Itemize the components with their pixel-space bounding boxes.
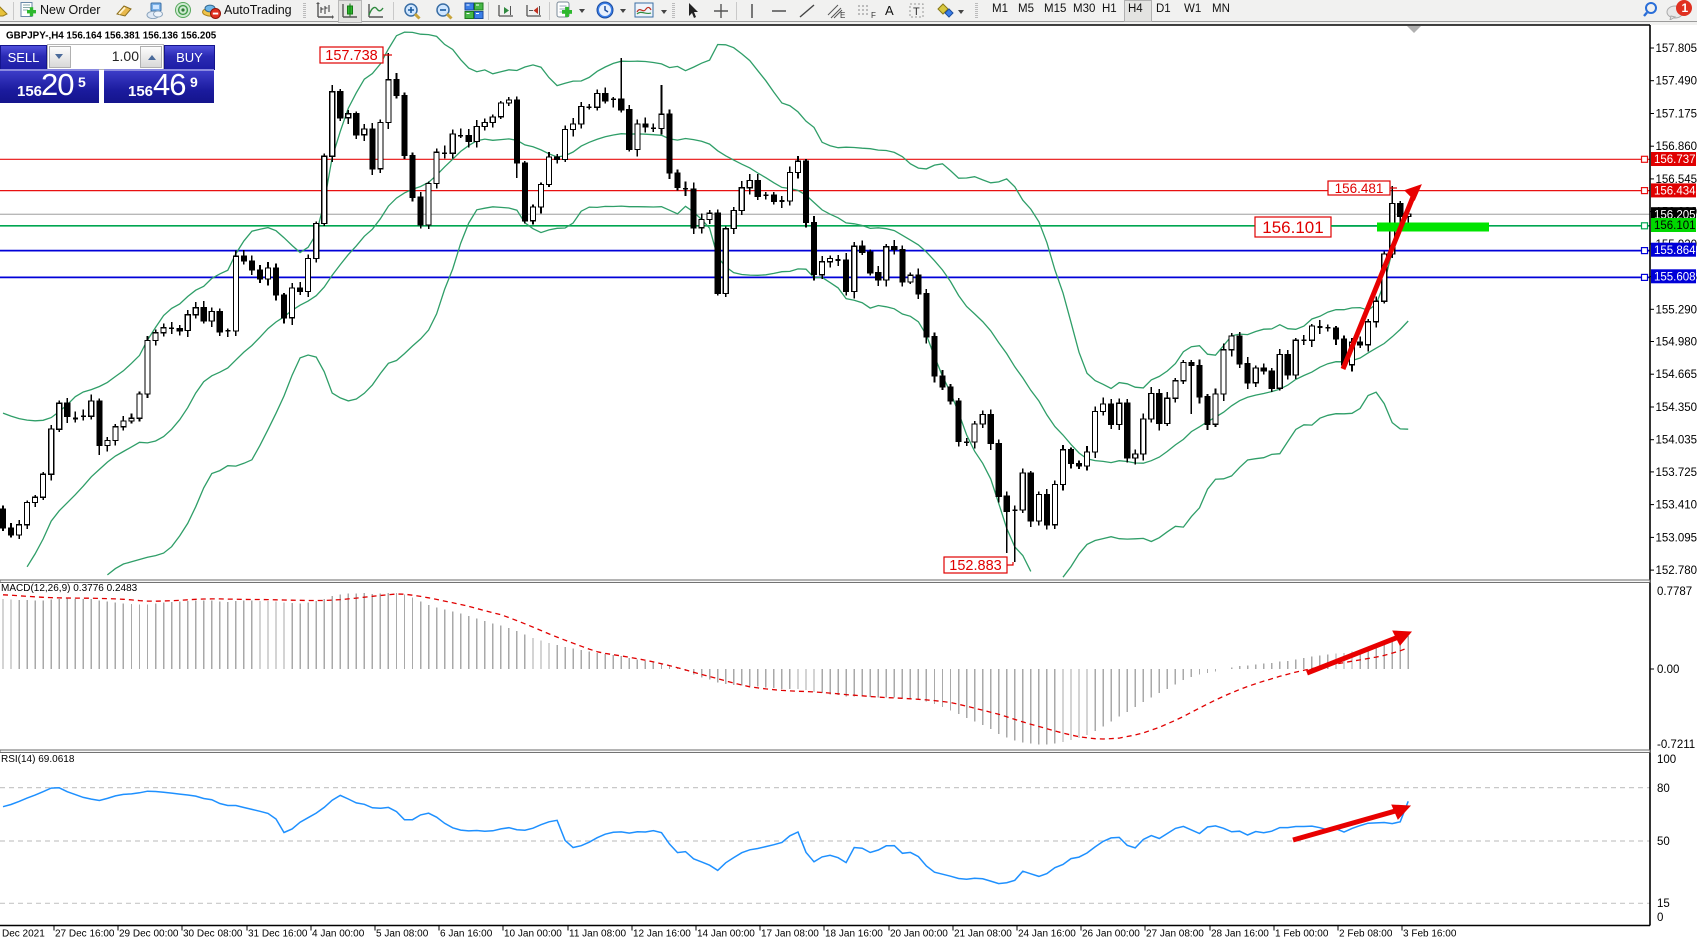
svg-text:29 Dec 00:00: 29 Dec 00:00 [119, 929, 179, 938]
svg-text:153.725: 153.725 [1656, 467, 1697, 479]
svg-text:154.035: 154.035 [1656, 435, 1697, 447]
svg-text:31 Dec 16:00: 31 Dec 16:00 [248, 929, 308, 938]
svg-text:100: 100 [1657, 754, 1676, 766]
svg-text:30 Dec 08:00: 30 Dec 08:00 [183, 929, 243, 938]
svg-text:21 Jan 08:00: 21 Jan 08:00 [954, 929, 1012, 938]
svg-text:0.7787: 0.7787 [1657, 586, 1692, 598]
svg-text:Dec 2021: Dec 2021 [2, 929, 45, 938]
svg-text:26 Jan 00:00: 26 Jan 00:00 [1082, 929, 1140, 938]
svg-text:156.481: 156.481 [1335, 181, 1384, 196]
svg-text:157.175: 157.175 [1656, 109, 1697, 121]
svg-text:14 Jan 00:00: 14 Jan 00:00 [697, 929, 755, 938]
svg-text:28 Jan 16:00: 28 Jan 16:00 [1211, 929, 1269, 938]
svg-text:0.00: 0.00 [1657, 664, 1679, 676]
svg-text:5 Jan 08:00: 5 Jan 08:00 [376, 929, 429, 938]
svg-text:154.980: 154.980 [1656, 337, 1697, 349]
svg-text:156.101: 156.101 [1654, 220, 1696, 232]
svg-text:F: F [871, 11, 876, 20]
svg-text:155.608: 155.608 [1654, 272, 1696, 284]
svg-text:80: 80 [1657, 783, 1670, 795]
svg-text:GBPJPY-,H4 156.164 156.381 15: GBPJPY-,H4 156.164 156.381 156.136 156.2… [6, 31, 217, 42]
svg-text:4 Jan 00:00: 4 Jan 00:00 [312, 929, 365, 938]
svg-text:6 Jan 16:00: 6 Jan 16:00 [440, 929, 493, 938]
svg-text:153.095: 153.095 [1656, 532, 1697, 544]
svg-text:152.780: 152.780 [1656, 565, 1697, 577]
svg-text:156.545: 156.545 [1656, 174, 1697, 186]
svg-text:24 Jan 16:00: 24 Jan 16:00 [1018, 929, 1076, 938]
svg-text:154.350: 154.350 [1656, 402, 1697, 414]
svg-text:3 Feb 16:00: 3 Feb 16:00 [1403, 929, 1457, 938]
svg-text:18 Jan 16:00: 18 Jan 16:00 [825, 929, 883, 938]
svg-text:154.665: 154.665 [1656, 369, 1697, 381]
svg-text:156.101: 156.101 [1262, 218, 1323, 237]
svg-text:-0.7211: -0.7211 [1657, 739, 1695, 751]
svg-text:152.883: 152.883 [949, 558, 1001, 574]
svg-text:153.410: 153.410 [1656, 500, 1697, 512]
svg-text:RSI(14) 69.0618: RSI(14) 69.0618 [1, 754, 75, 765]
svg-text:157.805: 157.805 [1656, 43, 1697, 55]
svg-text:2 Feb 08:00: 2 Feb 08:00 [1339, 929, 1393, 938]
svg-text:0: 0 [1657, 912, 1663, 924]
svg-text:157.490: 157.490 [1656, 76, 1697, 88]
svg-text:11 Jan 08:00: 11 Jan 08:00 [569, 929, 627, 938]
svg-text:1 Feb 00:00: 1 Feb 00:00 [1275, 929, 1329, 938]
svg-text:50: 50 [1657, 836, 1670, 848]
svg-text:155.290: 155.290 [1656, 304, 1697, 316]
svg-text:E: E [840, 11, 845, 20]
svg-text:155.864: 155.864 [1654, 245, 1696, 257]
svg-text:T: T [913, 6, 920, 18]
svg-text:12 Jan 16:00: 12 Jan 16:00 [633, 929, 691, 938]
svg-text:27 Dec 16:00: 27 Dec 16:00 [55, 929, 115, 938]
svg-text:MACD(12,26,9) 0.3776 0.2483: MACD(12,26,9) 0.3776 0.2483 [1, 583, 138, 594]
svg-text:20 Jan 00:00: 20 Jan 00:00 [890, 929, 948, 938]
svg-text:10 Jan 00:00: 10 Jan 00:00 [504, 929, 562, 938]
svg-text:156.860: 156.860 [1656, 141, 1697, 153]
svg-text:1: 1 [1682, 1, 1689, 15]
svg-text:156.434: 156.434 [1654, 186, 1696, 198]
svg-text:157.738: 157.738 [325, 48, 377, 64]
svg-text:17 Jan 08:00: 17 Jan 08:00 [761, 929, 819, 938]
svg-text:156.737: 156.737 [1654, 154, 1696, 166]
svg-text:27 Jan 08:00: 27 Jan 08:00 [1146, 929, 1204, 938]
svg-text:15: 15 [1657, 898, 1670, 910]
